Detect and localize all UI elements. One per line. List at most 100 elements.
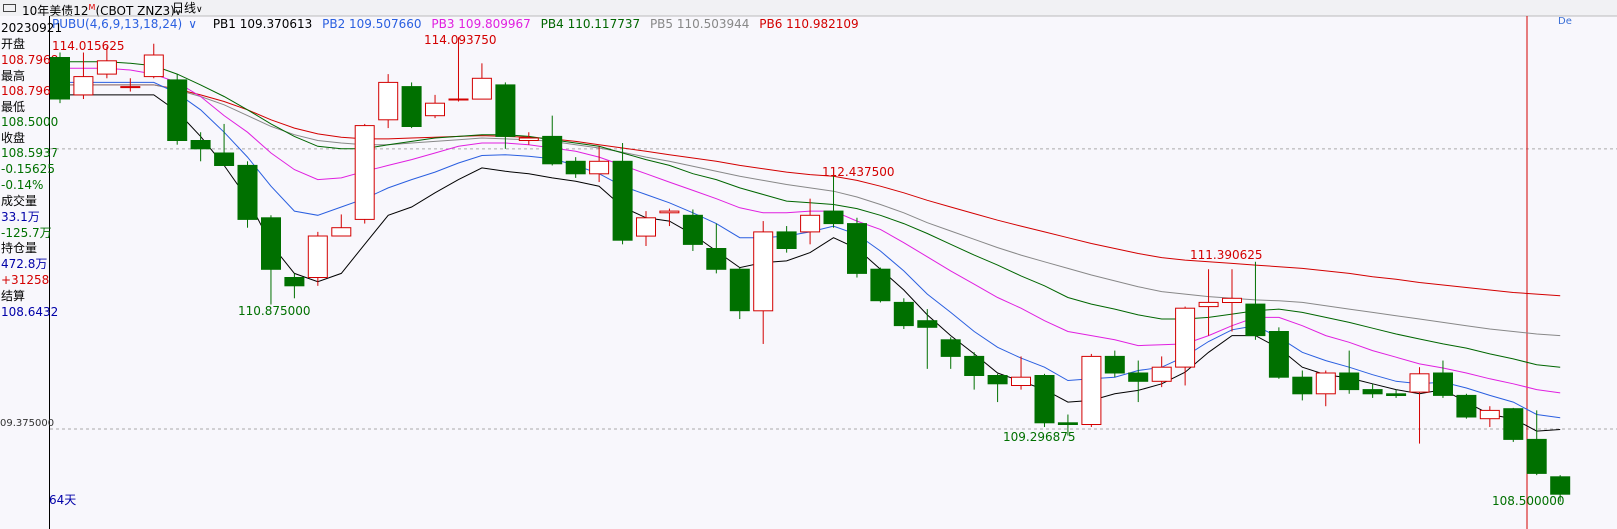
candle-body-19 [495, 84, 516, 137]
candle-body-56 [1362, 389, 1383, 395]
candle-body-60 [1456, 394, 1477, 418]
candle-body-35 [870, 268, 891, 302]
candle-body-27 [682, 214, 703, 245]
candle-body-11 [307, 235, 328, 278]
legend-pb4: PB4 110.117737 [540, 17, 641, 31]
candle-body-53 [1292, 376, 1313, 395]
legend-indicator-name[interactable]: PUBU(4,6,9,13,18,24) ∨ [52, 17, 203, 31]
open-interest-change: +31258 [1, 273, 50, 287]
candle-body-62 [1503, 408, 1524, 440]
candle-body-41 [1011, 376, 1031, 387]
candle-body-23 [589, 160, 610, 175]
candle-body-18 [471, 77, 492, 100]
candle-body-6 [190, 140, 211, 150]
candle-body-47 [1151, 366, 1172, 382]
candle-body-26 [659, 210, 680, 214]
high-value: 108.7968 [1, 84, 59, 98]
chart-icon[interactable] [3, 4, 16, 12]
days-count: 64天 [49, 493, 77, 507]
candle-body-40 [987, 375, 1008, 385]
candle-body-17 [448, 98, 469, 101]
legend-pb3: PB3 109.809967 [431, 17, 531, 31]
candle-body-10 [284, 277, 305, 287]
high-label: 最高 [1, 69, 26, 83]
instrument-month: M [88, 3, 96, 12]
candle-body-30 [753, 231, 774, 312]
candle-body-25 [636, 217, 656, 237]
change-percent: -0.14% [1, 178, 44, 192]
instrument-title[interactable]: 10年美债12M(CBOT ZNZ3)∨ [22, 0, 181, 21]
candle-body-29 [729, 268, 750, 312]
candle-body-45 [1104, 355, 1125, 374]
legend-pb5: PB5 110.503944 [649, 17, 750, 31]
candle-body-31 [776, 231, 797, 249]
candle-body-39 [964, 355, 985, 376]
candle-body-3 [120, 86, 141, 89]
candle-body-4 [143, 54, 164, 78]
series-line-pb2 [60, 81, 1561, 419]
annotation-low-2: 109.296875 [1003, 430, 1076, 444]
candle-body-32 [800, 214, 821, 233]
candle-body-46 [1128, 372, 1149, 382]
candle-body-13 [354, 125, 375, 220]
candle-body-38 [940, 339, 961, 357]
candle-body-24 [612, 160, 633, 241]
candle-body-7 [214, 152, 235, 166]
candle-body-12 [331, 227, 352, 237]
candle-body-43 [1057, 422, 1078, 425]
candle-body-37 [917, 320, 938, 328]
corner-label: De [1558, 16, 1572, 27]
open-label: 开盘 [1, 37, 26, 51]
candle-body-44 [1081, 355, 1102, 425]
chevron-down-icon[interactable]: ∨ [174, 8, 182, 18]
volume-value: 33.1万 [1, 210, 40, 224]
legend-indicator-text: PUBU(4,6,9,13,18,24) [52, 17, 183, 31]
candle-body-50 [1222, 297, 1242, 303]
annotation-high-2: 114.093750 [424, 33, 497, 47]
volume-change: -125.7万 [1, 226, 52, 240]
period-selector[interactable]: 日线∨ [172, 0, 203, 18]
candle-body-54 [1315, 372, 1336, 395]
candle-body-2 [96, 60, 117, 75]
legend-pb2: PB2 109.507660 [322, 17, 422, 31]
change-value: -0.15625 [1, 162, 55, 176]
annotation-high-1: 114.015625 [52, 39, 125, 53]
settlement-label: 结算 [1, 289, 26, 303]
annotation-low-1: 110.875000 [238, 304, 311, 318]
candle-body-34 [847, 223, 867, 274]
volume-label: 成交量 [1, 194, 38, 208]
candle-body-49 [1198, 301, 1219, 308]
candle-body-63 [1526, 438, 1547, 474]
open-value: 108.7968 [1, 53, 59, 67]
candle-body-5 [167, 79, 188, 141]
candle-body-22 [565, 160, 586, 175]
low-value: 108.5000 [1, 115, 59, 129]
candle-body-61 [1479, 409, 1500, 420]
candle-body-48 [1175, 307, 1196, 368]
close-value: 108.5937 [1, 146, 59, 160]
candle-body-58 [1409, 373, 1430, 393]
candle-body-64 [1550, 476, 1571, 495]
close-label: 收盘 [1, 131, 26, 145]
settlement-value: 108.6432 [1, 305, 59, 319]
candle-body-28 [706, 248, 727, 270]
chevron-down-icon[interactable]: ∨ [188, 17, 197, 31]
candle-body-33 [823, 210, 844, 225]
candle-body-42 [1034, 375, 1055, 424]
series-line-pb1 [60, 94, 1561, 432]
period-label: 日线 [172, 1, 197, 15]
indicator-legend: PUBU(4,6,9,13,18,24) ∨ PB1 109.370613 PB2… [52, 16, 865, 32]
series-line-pb5 [60, 84, 1561, 337]
annotation-high-3: 112.437500 [822, 165, 895, 179]
candle-body-15 [401, 86, 422, 127]
candle-body-9 [261, 217, 281, 270]
candle-body-51 [1245, 303, 1266, 337]
info-date: 20230921 [1, 21, 63, 35]
series-line-pb6 [60, 84, 1561, 297]
annotation-low-3: 108.500000 [1492, 494, 1565, 508]
candle-body-0 [50, 57, 70, 100]
info-panel: 20230921 开盘 108.7968 最高 108.7968 最低 108.… [0, 16, 62, 529]
chevron-down-icon[interactable]: ∨ [196, 5, 203, 15]
open-interest-value: 472.8万 [1, 257, 48, 271]
